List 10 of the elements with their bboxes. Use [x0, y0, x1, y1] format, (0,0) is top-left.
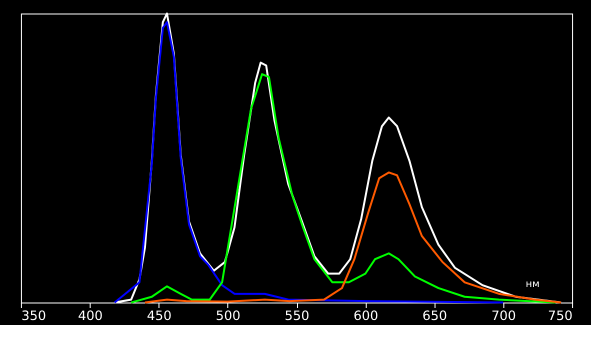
- x-tick-label: 750: [548, 308, 573, 324]
- x-tick-label: 400: [78, 308, 103, 324]
- x-axis-title: нм: [526, 279, 540, 290]
- x-tick-label: 500: [216, 308, 240, 324]
- x-tick-label: 650: [422, 308, 448, 324]
- x-tick-label: 600: [354, 308, 378, 324]
- x-tick-label: 700: [491, 308, 516, 324]
- x-tick-label: 450: [146, 308, 172, 324]
- x-tick-label: 550: [284, 308, 310, 324]
- x-tick-label: 350: [21, 308, 46, 324]
